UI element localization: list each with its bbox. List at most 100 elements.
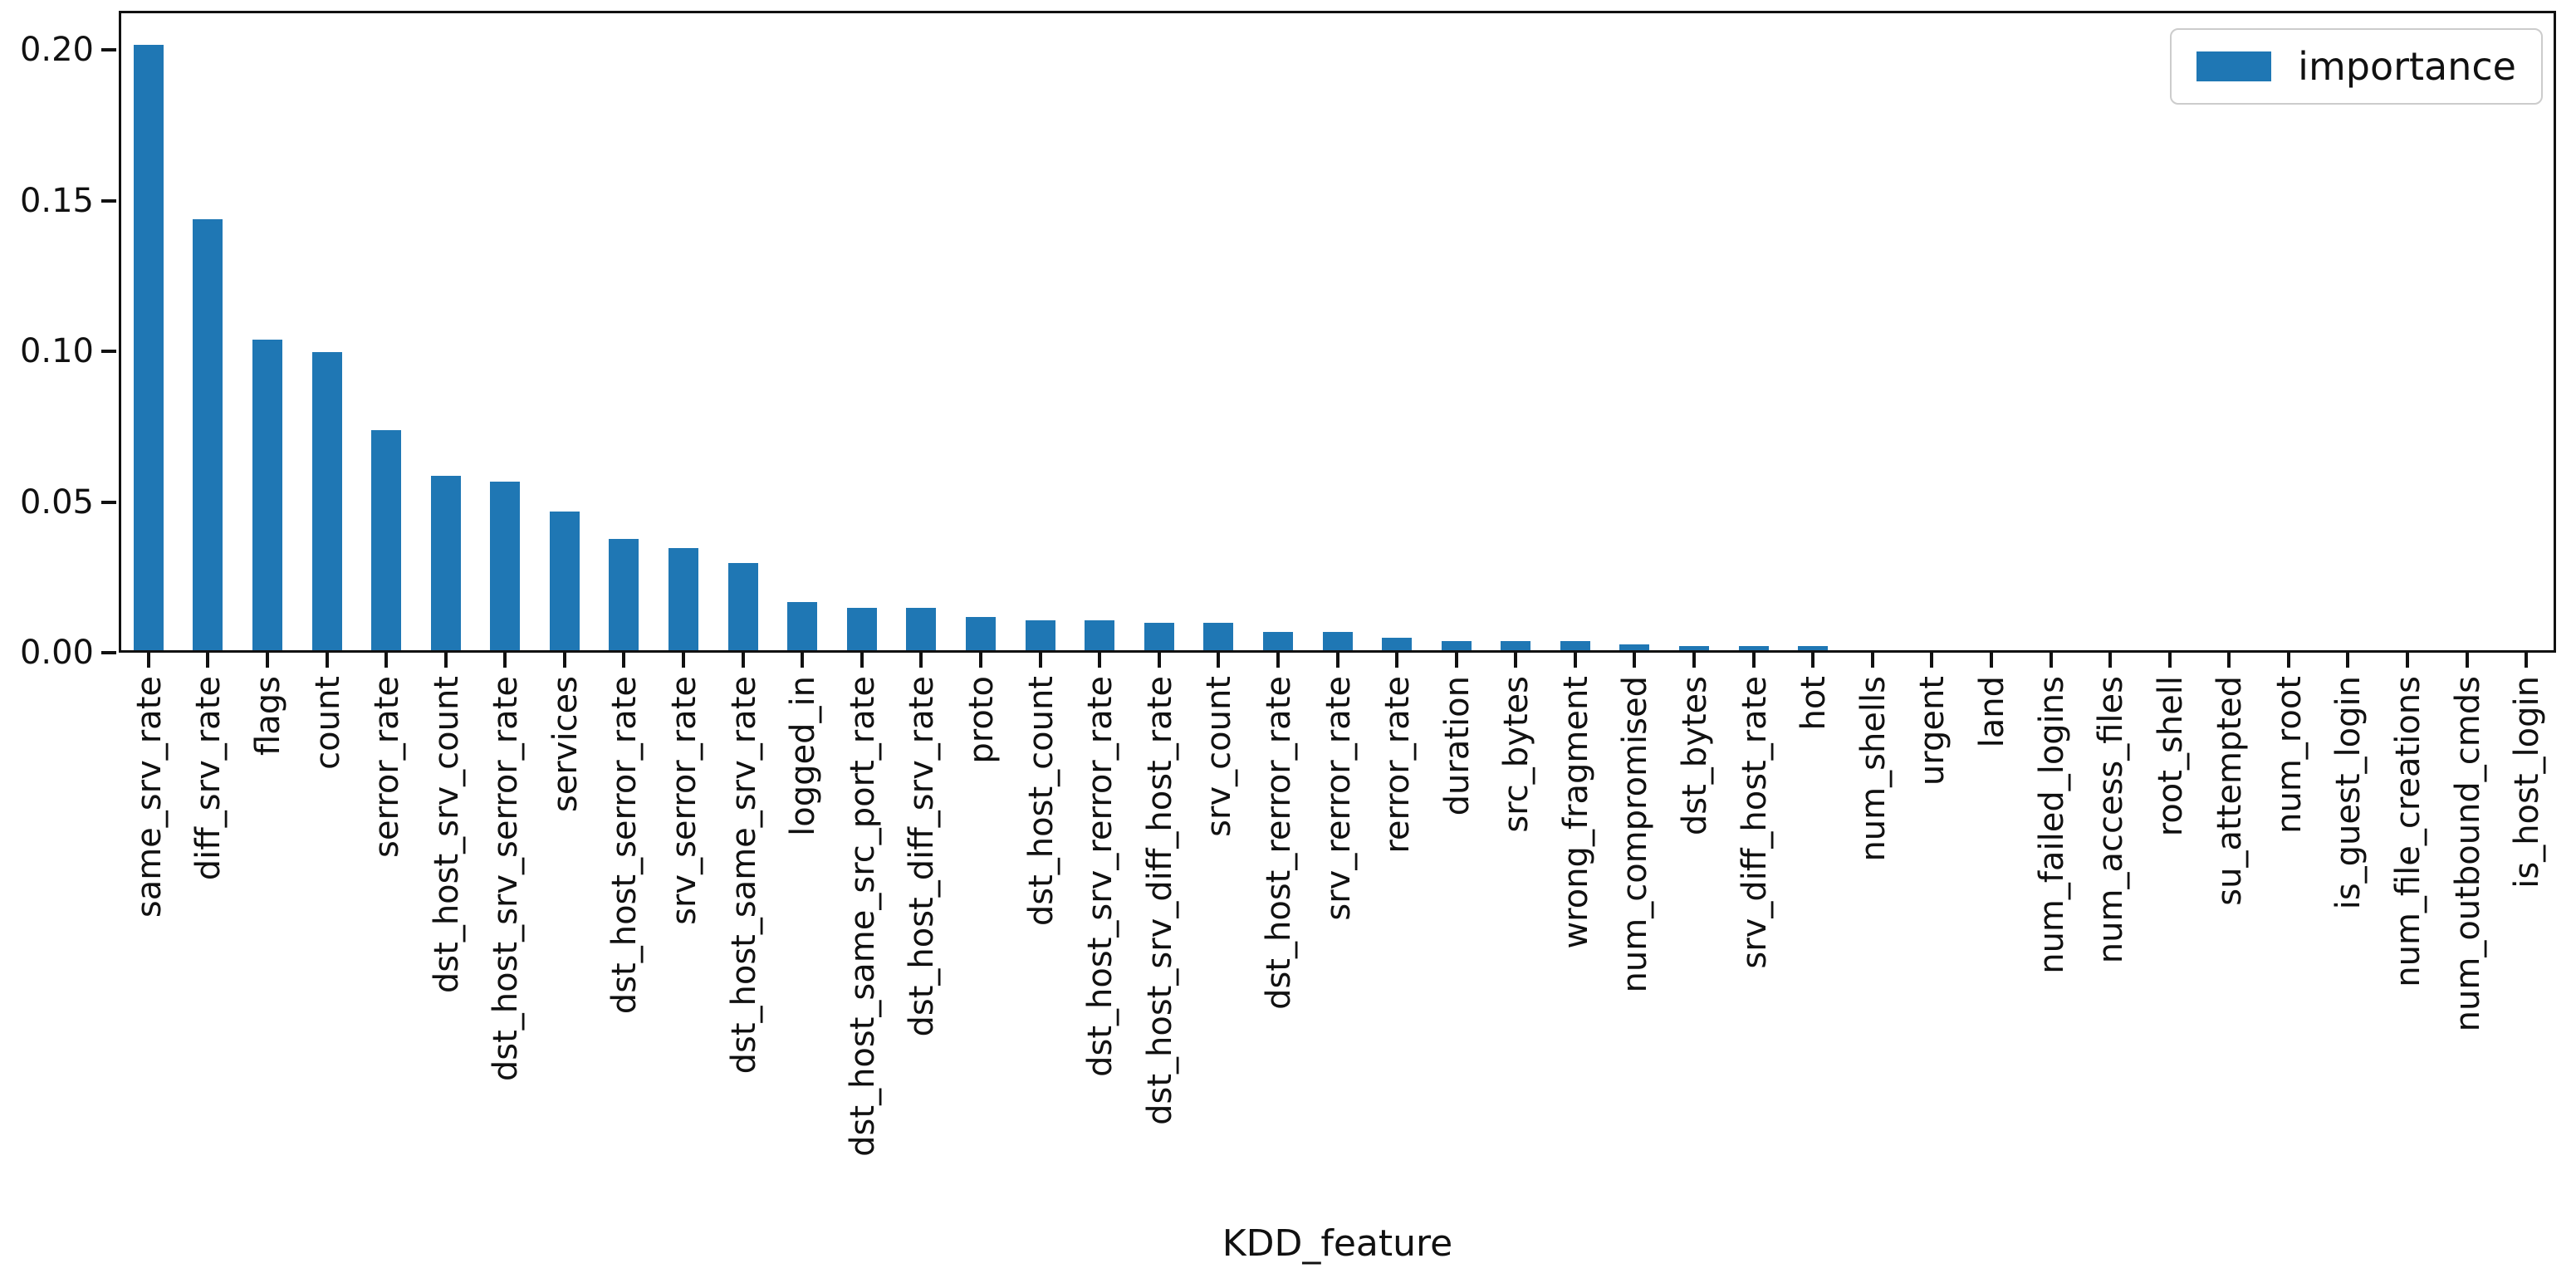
x-tick-label: num_outbound_cmds: [2448, 676, 2487, 1032]
bar-services: [549, 512, 580, 650]
x-tick-label: wrong_fragment: [1556, 676, 1595, 949]
y-tick-mark: [101, 48, 116, 52]
x-tick-label-anchor: hot: [1795, 676, 1850, 731]
x-tick-mark: [919, 653, 923, 668]
x-tick-label: hot: [1795, 676, 1834, 731]
x-tick-mark: [2465, 653, 2469, 668]
bar-dst_host_rerror_rate: [1262, 632, 1293, 650]
x-tick-mark: [265, 653, 269, 668]
x-tick-mark: [1989, 653, 1993, 668]
bar-srv_diff_host_rate: [1738, 645, 1769, 650]
x-tick-label: dst_host_rerror_rate: [1259, 676, 1298, 1010]
plot-area: [119, 11, 2556, 653]
bar-dst_host_srv_count: [430, 475, 461, 650]
x-tick-label: dst_host_srv_rerror_rate: [1081, 676, 1120, 1077]
bar-dst_host_count: [1025, 619, 1055, 650]
x-tick-label: land: [1972, 676, 2011, 748]
legend: importance: [2170, 28, 2543, 105]
x-tick-label: same_srv_rate: [130, 676, 169, 918]
x-tick-label: dst_host_same_srv_rate: [724, 676, 763, 1075]
x-tick-label: is_guest_login: [2329, 676, 2368, 910]
x-tick-label: count: [308, 676, 347, 770]
x-tick-mark: [682, 653, 686, 668]
bar-serror_rate: [371, 430, 402, 650]
legend-label: importance: [2298, 44, 2516, 89]
x-tick-mark: [443, 653, 448, 668]
bar-logged_in: [787, 601, 818, 650]
bar-wrong_fragment: [1560, 641, 1590, 650]
y-tick-mark: [101, 198, 116, 203]
bar-num_compromised: [1619, 644, 1650, 650]
x-tick-label: serror_rate: [368, 676, 407, 858]
x-tick-label: srv_diff_host_rate: [1735, 676, 1774, 969]
x-tick-label: dst_host_srv_diff_host_rate: [1140, 676, 1179, 1125]
x-tick-label: services: [546, 676, 585, 813]
x-tick-label: dst_host_diff_srv_rate: [903, 676, 942, 1037]
x-tick-mark: [503, 653, 507, 668]
y-tick-label: 0.10: [19, 332, 94, 371]
x-tick-mark: [1335, 653, 1339, 668]
x-tick-mark: [978, 653, 982, 668]
x-tick-mark: [1454, 653, 1458, 668]
x-tick-mark: [384, 653, 389, 668]
x-tick-mark: [1573, 653, 1577, 668]
x-tick-label: proto: [962, 676, 1001, 764]
y-tick-label: 0.15: [19, 181, 94, 220]
x-tick-label: rerror_rate: [1379, 676, 1418, 854]
x-tick-label: is_host_login: [2508, 676, 2547, 889]
x-tick-mark: [2049, 653, 2053, 668]
x-tick-label: logged_in: [784, 676, 823, 836]
x-tick-label: srv_serror_rate: [665, 676, 704, 925]
x-tick-mark: [801, 653, 805, 668]
x-tick-label: dst_bytes: [1676, 676, 1714, 836]
x-tick-mark: [859, 653, 864, 668]
x-tick-mark: [2406, 653, 2410, 668]
bar-count: [311, 351, 342, 650]
bar-dst_host_diff_srv_rate: [906, 608, 937, 650]
x-tick-label: srv_count: [1200, 676, 1239, 837]
x-tick-label: dst_host_same_src_port_rate: [843, 676, 882, 1157]
x-tick-mark: [562, 653, 566, 668]
bar-same_srv_rate: [133, 44, 164, 650]
bar-srv_count: [1203, 623, 1234, 650]
x-tick-mark: [1098, 653, 1102, 668]
bar-hot: [1798, 646, 1829, 650]
x-tick-mark: [2167, 653, 2172, 668]
bar-dst_host_serror_rate: [609, 538, 639, 650]
x-tick-label: num_failed_logins: [2032, 676, 2071, 974]
x-tick-mark: [2108, 653, 2113, 668]
y-tick-mark: [101, 500, 116, 504]
y-tick-label: 0.00: [19, 634, 94, 672]
x-tick-label: dst_host_count: [1021, 676, 1060, 927]
x-tick-label: su_attempted: [2211, 676, 2250, 906]
bar-src_bytes: [1501, 641, 1531, 650]
x-tick-label: num_root: [2270, 676, 2309, 834]
x-tick-mark: [206, 653, 210, 668]
y-tick-label: 0.05: [19, 482, 94, 521]
x-tick-label: urgent: [1913, 676, 1952, 786]
bar-dst_host_srv_rerror_rate: [1085, 619, 1115, 650]
x-axis-title: KDD_feature: [1222, 1222, 1453, 1265]
x-tick-mark: [1514, 653, 1518, 668]
bar-dst_host_srv_diff_host_rate: [1144, 623, 1174, 650]
x-tick-mark: [1692, 653, 1696, 668]
x-tick-mark: [1276, 653, 1280, 668]
x-tick-label: diff_srv_rate: [189, 676, 228, 881]
legend-color-swatch: [2196, 51, 2272, 81]
bar-duration: [1441, 641, 1472, 650]
x-tick-label: dst_host_srv_serror_rate: [487, 676, 526, 1082]
bar-dst_bytes: [1679, 645, 1709, 650]
y-tick-mark: [101, 350, 116, 354]
x-tick-label: flags: [248, 676, 287, 756]
bar-dst_host_same_src_port_rate: [846, 608, 877, 650]
x-tick-mark: [2286, 653, 2290, 668]
bar-rerror_rate: [1382, 638, 1413, 650]
bar-diff_srv_rate: [193, 219, 223, 650]
x-tick-mark: [1633, 653, 1637, 668]
x-tick-mark: [1217, 653, 1221, 668]
bar-srv_rerror_rate: [1322, 632, 1353, 650]
x-tick-label-anchor: is_host_login: [2508, 676, 2576, 889]
x-tick-mark: [1157, 653, 1161, 668]
x-tick-mark: [1751, 653, 1756, 668]
